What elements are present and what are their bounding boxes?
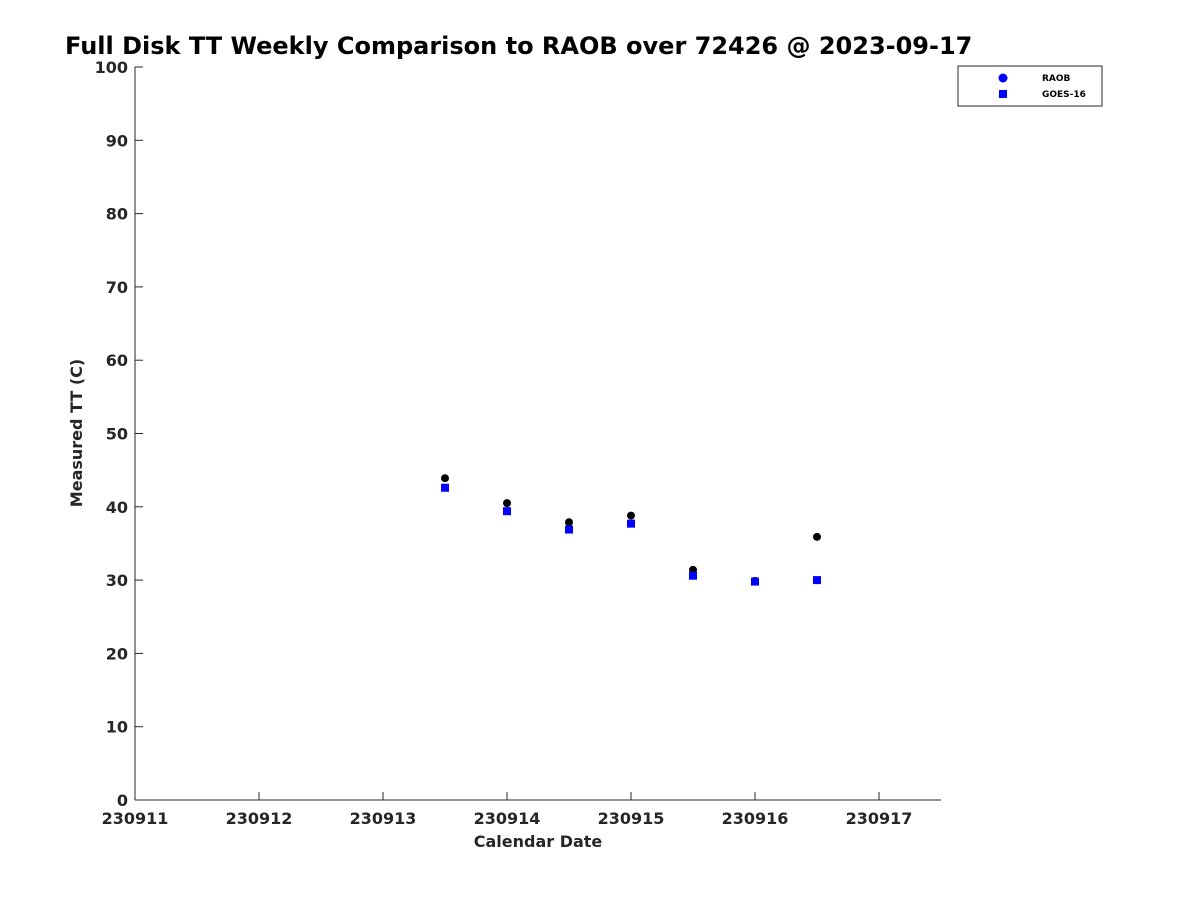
x-tick-label: 230916	[722, 809, 789, 828]
legend-marker	[999, 90, 1007, 98]
legend-label: RAOB	[1042, 74, 1071, 84]
legend-marker	[998, 73, 1008, 83]
x-tick-label: 230913	[350, 809, 417, 828]
x-tick-label: 230917	[846, 809, 913, 828]
point-goes-16	[627, 519, 635, 528]
x-tick-label: 230911	[102, 809, 169, 828]
x-tick-label: 230912	[226, 809, 293, 828]
point-goes-16	[503, 507, 511, 516]
x-axis-label: Calendar Date	[474, 832, 603, 851]
y-tick-label: 90	[106, 131, 128, 150]
point-raob	[627, 511, 635, 520]
y-tick-label: 0	[117, 791, 128, 810]
legend-box	[957, 65, 1103, 107]
point-raob	[565, 518, 573, 527]
point-goes-16	[441, 483, 449, 492]
x-tick-label: 230915	[598, 809, 665, 828]
axes: 0 10 20 30 40 50 60 70 80 90 100 230911 230912 230913…	[95, 58, 941, 828]
y-tick-label: 80	[106, 205, 128, 224]
x-tick-label: 230914	[474, 809, 541, 828]
y-tick-label: 10	[106, 718, 128, 737]
y-tick-label: 40	[106, 498, 128, 517]
y-tick-label: 100	[95, 58, 128, 77]
legend: RAOB GOES-16	[957, 65, 1103, 107]
legend-label: GOES-16	[1042, 90, 1086, 100]
point-raob	[441, 474, 449, 483]
y-tick-label: 30	[106, 571, 128, 590]
point-goes-16	[689, 571, 697, 580]
y-axis-label: Measured TT (C)	[67, 359, 86, 507]
y-tick-label: 50	[106, 425, 128, 444]
point-raob	[813, 532, 821, 541]
point-goes-16	[813, 576, 821, 585]
point-goes-16	[565, 525, 573, 534]
y-tick-label: 60	[106, 351, 128, 370]
point-raob	[503, 499, 511, 508]
y-tick-label: 20	[106, 644, 128, 663]
y-tick-label: 70	[106, 278, 128, 297]
chart-title: Full Disk TT Weekly Comparison to RAOB o…	[65, 32, 972, 60]
point-goes-16	[751, 577, 759, 586]
data-points	[441, 474, 821, 586]
